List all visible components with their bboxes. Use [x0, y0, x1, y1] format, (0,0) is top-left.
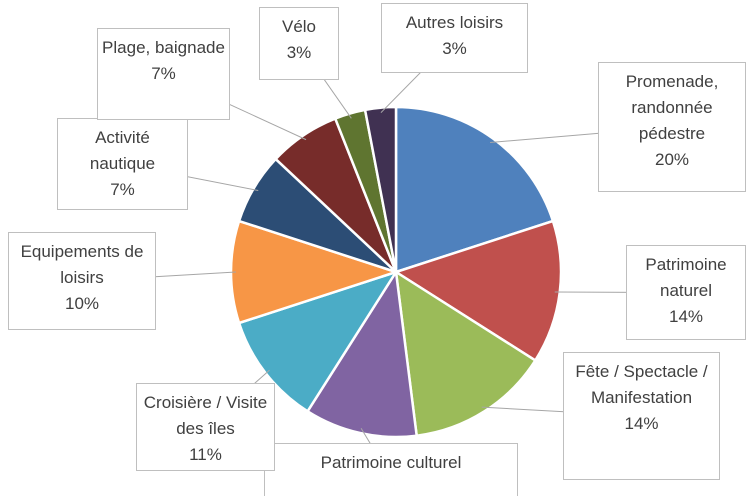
data-label: Equipements de loisirs 10%: [8, 232, 156, 330]
data-label: Activité nautique 7%: [57, 118, 188, 210]
value-label: 7%: [151, 64, 176, 83]
category-label: Promenade, randonnée pédestre: [625, 72, 719, 143]
category-label: Fête / Spectacle / Manifestation: [575, 362, 708, 407]
category-label: Plage, baignade: [102, 38, 225, 57]
pie-slice: [305, 268, 419, 439]
value-label: 7%: [110, 180, 135, 199]
pie-slice: [394, 105, 555, 274]
value-label: 3%: [286, 43, 312, 62]
data-label: Vélo 3%: [259, 7, 339, 80]
data-label: Croisière / Visite des îles 11%: [136, 383, 275, 471]
category-label: Patrimoine naturel: [645, 255, 727, 300]
value-label: 3%: [442, 39, 467, 58]
pie-slice: [393, 219, 563, 363]
pie-slice: [394, 269, 538, 438]
category-label: Croisière / Visite des îles: [143, 393, 268, 438]
value-label: 20%: [654, 150, 690, 169]
data-label: Plage, baignade 7%: [97, 28, 230, 120]
value-label: 14%: [668, 307, 704, 326]
value-label: 10%: [64, 294, 100, 313]
value-label: 14%: [624, 414, 659, 433]
data-label: Autres loisirs 3%: [381, 3, 528, 73]
category-label: Autres loisirs: [405, 13, 504, 32]
data-label: Patrimoine naturel 14%: [626, 245, 746, 340]
category-label: Patrimoine culturel: [320, 453, 462, 472]
pie-slice: [363, 105, 398, 273]
data-label: Patrimoine culturel: [264, 443, 518, 496]
data-label: Fête / Spectacle / Manifestation 14%: [563, 352, 720, 480]
category-label: Vélo: [281, 17, 317, 36]
value-label: 11%: [189, 445, 222, 464]
category-label: Activité nautique: [89, 128, 156, 173]
data-label: Promenade, randonnée pédestre 20%: [598, 62, 746, 192]
category-label: Equipements de loisirs: [20, 242, 144, 287]
